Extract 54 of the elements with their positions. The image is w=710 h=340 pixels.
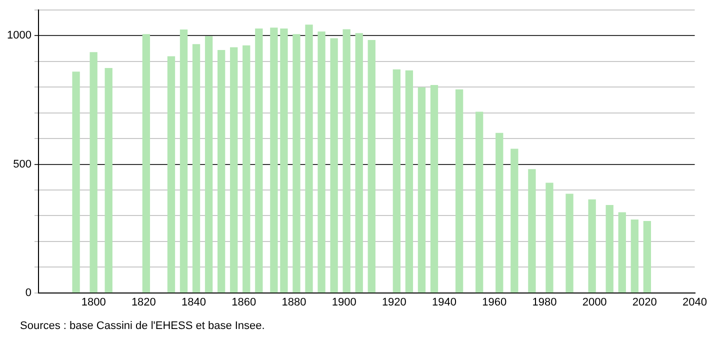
bar: [242, 45, 250, 293]
bar: [292, 34, 300, 293]
x-tick-label: 2000: [582, 296, 607, 308]
bar: [280, 28, 288, 293]
bar: [305, 24, 313, 293]
y-tick-label: 500: [13, 158, 32, 170]
bar: [218, 50, 226, 293]
x-tick-label: 2040: [682, 296, 708, 308]
bar: [618, 212, 626, 293]
y-tick-label: 1000: [6, 30, 32, 42]
x-tick-label: 1820: [131, 296, 156, 308]
bar: [566, 194, 574, 293]
x-tick-label: 1860: [232, 296, 256, 308]
bar: [405, 70, 414, 293]
bar: [90, 52, 98, 293]
bar: [588, 199, 596, 293]
bar: [455, 89, 464, 293]
bar: [418, 87, 426, 293]
x-tick-label: 1940: [432, 296, 457, 308]
x-tick-label: 1880: [282, 296, 306, 308]
bar: [430, 85, 438, 293]
x-tick-label: 1920: [382, 296, 406, 308]
bar: [270, 28, 278, 293]
x-tick-label: 1840: [182, 296, 206, 308]
x-tick-label: 1960: [482, 296, 507, 308]
bar: [643, 221, 651, 293]
bar: [255, 28, 263, 293]
bar: [342, 29, 350, 293]
x-tick-label: 2020: [632, 296, 657, 308]
bar: [72, 72, 80, 293]
bar: [368, 40, 376, 293]
bar: [142, 34, 150, 293]
bar: [630, 219, 638, 293]
bar: [330, 38, 338, 293]
bar: [476, 112, 484, 293]
bar: [104, 68, 112, 293]
bar: [230, 47, 238, 293]
x-tick-label: 1980: [532, 296, 557, 308]
bar: [318, 32, 326, 293]
x-tick-label: 1800: [81, 296, 106, 308]
bar: [496, 132, 504, 293]
bar: [546, 182, 554, 293]
bar: [192, 44, 200, 293]
bar: [606, 205, 614, 293]
bar: [392, 69, 401, 293]
y-tick-label: 0: [25, 286, 32, 299]
bar: [204, 36, 213, 293]
bar: [355, 33, 363, 293]
bar: [167, 56, 176, 293]
x-tick-label: 1900: [332, 296, 356, 308]
source-note: Sources : base Cassini de l'EHESS et base Insee.: [20, 320, 265, 332]
bar: [528, 169, 536, 293]
bar: [510, 148, 518, 293]
bar: [180, 29, 188, 293]
